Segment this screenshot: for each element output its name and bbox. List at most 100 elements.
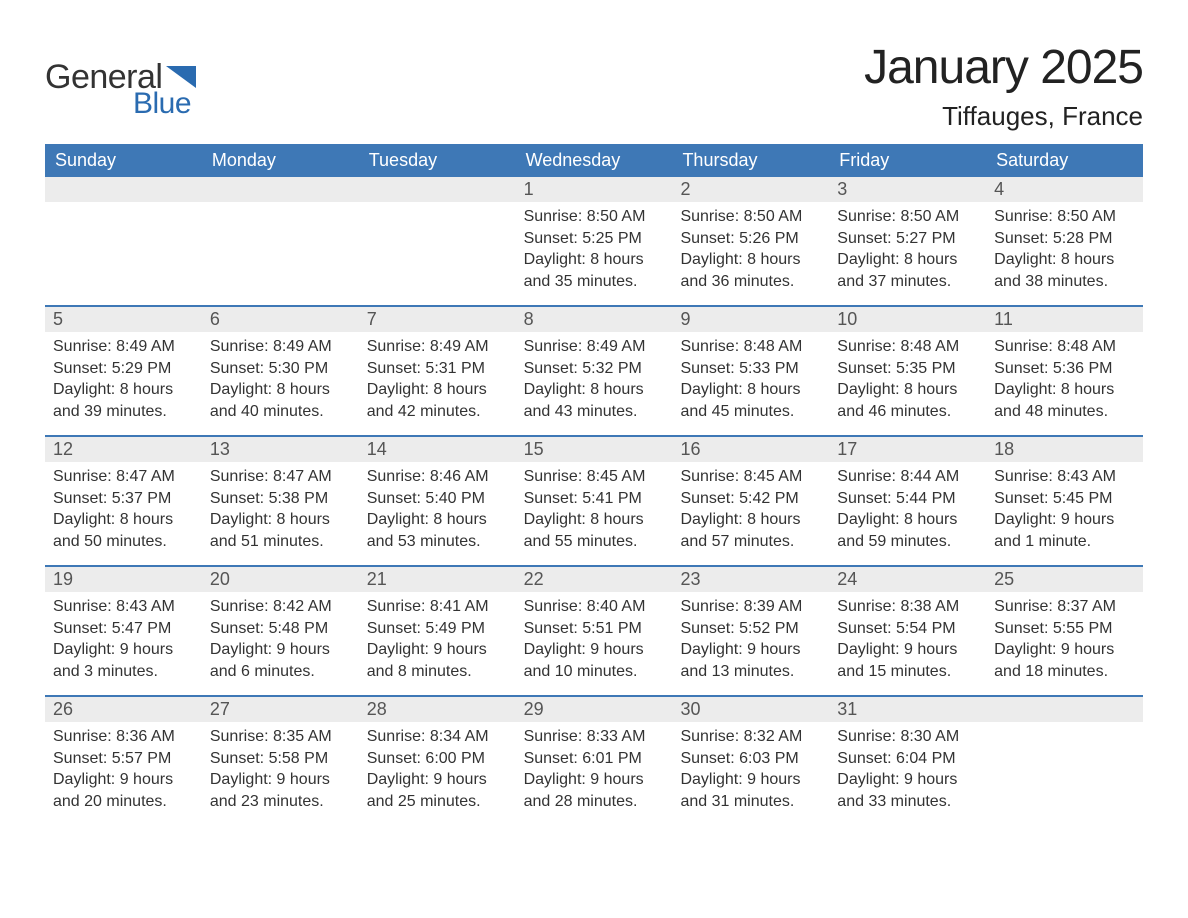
sunrise-line: Sunrise: 8:48 AM (994, 336, 1135, 358)
day-cell: 11Sunrise: 8:48 AMSunset: 5:36 PMDayligh… (986, 307, 1143, 435)
day-number: 12 (45, 437, 202, 462)
day-body (986, 722, 1143, 734)
sunrise-line: Sunrise: 8:50 AM (994, 206, 1135, 228)
day-number: 14 (359, 437, 516, 462)
week-row: 5Sunrise: 8:49 AMSunset: 5:29 PMDaylight… (45, 305, 1143, 435)
weekday-header: Tuesday (359, 144, 516, 177)
day-number: 5 (45, 307, 202, 332)
day-number: 29 (516, 697, 673, 722)
day-number: 16 (672, 437, 829, 462)
sunset-line: Sunset: 5:26 PM (680, 228, 821, 250)
daylight-line: Daylight: 8 hours and 55 minutes. (524, 509, 665, 552)
daylight-line: Daylight: 9 hours and 33 minutes. (837, 769, 978, 812)
sunset-line: Sunset: 6:04 PM (837, 748, 978, 770)
daylight-line: Daylight: 8 hours and 36 minutes. (680, 249, 821, 292)
sunrise-line: Sunrise: 8:39 AM (680, 596, 821, 618)
day-cell: 6Sunrise: 8:49 AMSunset: 5:30 PMDaylight… (202, 307, 359, 435)
day-body: Sunrise: 8:43 AMSunset: 5:45 PMDaylight:… (986, 462, 1143, 560)
day-number (45, 177, 202, 202)
day-body: Sunrise: 8:46 AMSunset: 5:40 PMDaylight:… (359, 462, 516, 560)
day-number: 22 (516, 567, 673, 592)
day-cell: 2Sunrise: 8:50 AMSunset: 5:26 PMDaylight… (672, 177, 829, 305)
daylight-line: Daylight: 8 hours and 37 minutes. (837, 249, 978, 292)
day-body: Sunrise: 8:33 AMSunset: 6:01 PMDaylight:… (516, 722, 673, 820)
day-body (45, 202, 202, 214)
day-number (359, 177, 516, 202)
title-block: January 2025 Tiffauges, France (864, 40, 1143, 132)
flag-icon (166, 66, 196, 88)
day-body: Sunrise: 8:41 AMSunset: 5:49 PMDaylight:… (359, 592, 516, 690)
day-cell: 19Sunrise: 8:43 AMSunset: 5:47 PMDayligh… (45, 567, 202, 695)
day-number: 3 (829, 177, 986, 202)
sunrise-line: Sunrise: 8:40 AM (524, 596, 665, 618)
sunset-line: Sunset: 5:42 PM (680, 488, 821, 510)
sunset-line: Sunset: 5:51 PM (524, 618, 665, 640)
day-body: Sunrise: 8:42 AMSunset: 5:48 PMDaylight:… (202, 592, 359, 690)
day-body: Sunrise: 8:50 AMSunset: 5:27 PMDaylight:… (829, 202, 986, 300)
sunset-line: Sunset: 5:45 PM (994, 488, 1135, 510)
sunset-line: Sunset: 5:28 PM (994, 228, 1135, 250)
day-body: Sunrise: 8:39 AMSunset: 5:52 PMDaylight:… (672, 592, 829, 690)
sunrise-line: Sunrise: 8:47 AM (210, 466, 351, 488)
sunrise-line: Sunrise: 8:44 AM (837, 466, 978, 488)
daylight-line: Daylight: 8 hours and 43 minutes. (524, 379, 665, 422)
sunset-line: Sunset: 5:41 PM (524, 488, 665, 510)
sunrise-line: Sunrise: 8:41 AM (367, 596, 508, 618)
sunrise-line: Sunrise: 8:30 AM (837, 726, 978, 748)
weekday-header: Saturday (986, 144, 1143, 177)
day-cell: 14Sunrise: 8:46 AMSunset: 5:40 PMDayligh… (359, 437, 516, 565)
week-row: 19Sunrise: 8:43 AMSunset: 5:47 PMDayligh… (45, 565, 1143, 695)
sunrise-line: Sunrise: 8:46 AM (367, 466, 508, 488)
sunrise-line: Sunrise: 8:48 AM (680, 336, 821, 358)
day-body: Sunrise: 8:48 AMSunset: 5:33 PMDaylight:… (672, 332, 829, 430)
sunset-line: Sunset: 5:44 PM (837, 488, 978, 510)
daylight-line: Daylight: 9 hours and 31 minutes. (680, 769, 821, 812)
day-cell: 8Sunrise: 8:49 AMSunset: 5:32 PMDaylight… (516, 307, 673, 435)
day-number (986, 697, 1143, 722)
day-cell: 31Sunrise: 8:30 AMSunset: 6:04 PMDayligh… (829, 697, 986, 825)
day-cell (45, 177, 202, 305)
day-number: 13 (202, 437, 359, 462)
day-number: 21 (359, 567, 516, 592)
day-cell: 24Sunrise: 8:38 AMSunset: 5:54 PMDayligh… (829, 567, 986, 695)
sunrise-line: Sunrise: 8:32 AM (680, 726, 821, 748)
week-row: 26Sunrise: 8:36 AMSunset: 5:57 PMDayligh… (45, 695, 1143, 825)
day-cell: 23Sunrise: 8:39 AMSunset: 5:52 PMDayligh… (672, 567, 829, 695)
daylight-line: Daylight: 9 hours and 3 minutes. (53, 639, 194, 682)
sunset-line: Sunset: 5:29 PM (53, 358, 194, 380)
sunrise-line: Sunrise: 8:36 AM (53, 726, 194, 748)
sunrise-line: Sunrise: 8:48 AM (837, 336, 978, 358)
daylight-line: Daylight: 9 hours and 20 minutes. (53, 769, 194, 812)
daylight-line: Daylight: 9 hours and 28 minutes. (524, 769, 665, 812)
week-row: 1Sunrise: 8:50 AMSunset: 5:25 PMDaylight… (45, 177, 1143, 305)
sunrise-line: Sunrise: 8:50 AM (837, 206, 978, 228)
daylight-line: Daylight: 8 hours and 46 minutes. (837, 379, 978, 422)
sunset-line: Sunset: 5:49 PM (367, 618, 508, 640)
day-body: Sunrise: 8:36 AMSunset: 5:57 PMDaylight:… (45, 722, 202, 820)
day-body: Sunrise: 8:50 AMSunset: 5:28 PMDaylight:… (986, 202, 1143, 300)
day-number: 1 (516, 177, 673, 202)
sunset-line: Sunset: 5:47 PM (53, 618, 194, 640)
day-number: 11 (986, 307, 1143, 332)
day-body: Sunrise: 8:48 AMSunset: 5:35 PMDaylight:… (829, 332, 986, 430)
day-cell: 12Sunrise: 8:47 AMSunset: 5:37 PMDayligh… (45, 437, 202, 565)
day-body: Sunrise: 8:45 AMSunset: 5:42 PMDaylight:… (672, 462, 829, 560)
day-number: 18 (986, 437, 1143, 462)
day-cell: 22Sunrise: 8:40 AMSunset: 5:51 PMDayligh… (516, 567, 673, 695)
day-body: Sunrise: 8:34 AMSunset: 6:00 PMDaylight:… (359, 722, 516, 820)
sunrise-line: Sunrise: 8:35 AM (210, 726, 351, 748)
weekday-header: Monday (202, 144, 359, 177)
sunrise-line: Sunrise: 8:45 AM (680, 466, 821, 488)
day-cell (359, 177, 516, 305)
day-number: 25 (986, 567, 1143, 592)
day-body: Sunrise: 8:37 AMSunset: 5:55 PMDaylight:… (986, 592, 1143, 690)
sunset-line: Sunset: 5:36 PM (994, 358, 1135, 380)
weeks-container: 1Sunrise: 8:50 AMSunset: 5:25 PMDaylight… (45, 177, 1143, 825)
logo: General Blue (45, 40, 196, 121)
sunset-line: Sunset: 6:00 PM (367, 748, 508, 770)
sunrise-line: Sunrise: 8:43 AM (994, 466, 1135, 488)
day-body: Sunrise: 8:43 AMSunset: 5:47 PMDaylight:… (45, 592, 202, 690)
day-cell: 20Sunrise: 8:42 AMSunset: 5:48 PMDayligh… (202, 567, 359, 695)
sunset-line: Sunset: 5:35 PM (837, 358, 978, 380)
sunset-line: Sunset: 5:27 PM (837, 228, 978, 250)
